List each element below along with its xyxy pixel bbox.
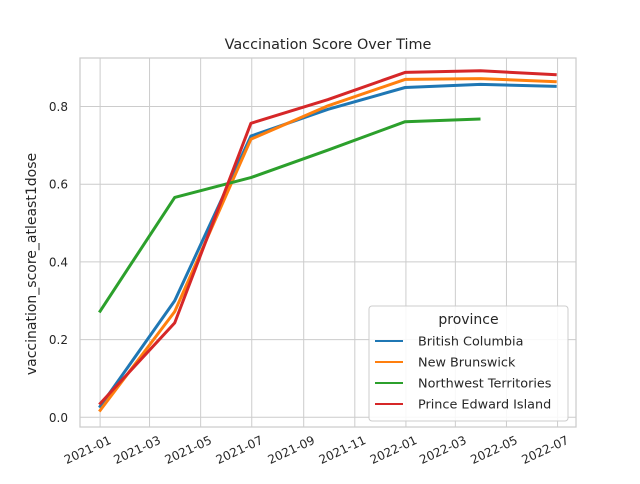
legend-entry-label: Prince Edward Island [418, 398, 551, 413]
y-tick-label: 0.8 [49, 100, 68, 114]
y-tick-label: 0.0 [49, 411, 68, 425]
legend: province British Columbia New Brunswick Nor… [369, 306, 568, 421]
y-axis-label: vaccination_score_atleast1dose [24, 153, 40, 375]
legend-title: province [438, 312, 498, 328]
y-tick-label: 0.2 [49, 333, 68, 347]
chart-title: Vaccination Score Over Time [225, 37, 432, 53]
legend-entry-label: British Columbia [418, 335, 523, 350]
legend-entry-label: New Brunswick [418, 356, 516, 371]
y-tick-label: 0.4 [49, 255, 68, 269]
legend-entry-label: Northwest Territories [418, 377, 552, 392]
y-tick-label: 0.6 [49, 178, 68, 192]
